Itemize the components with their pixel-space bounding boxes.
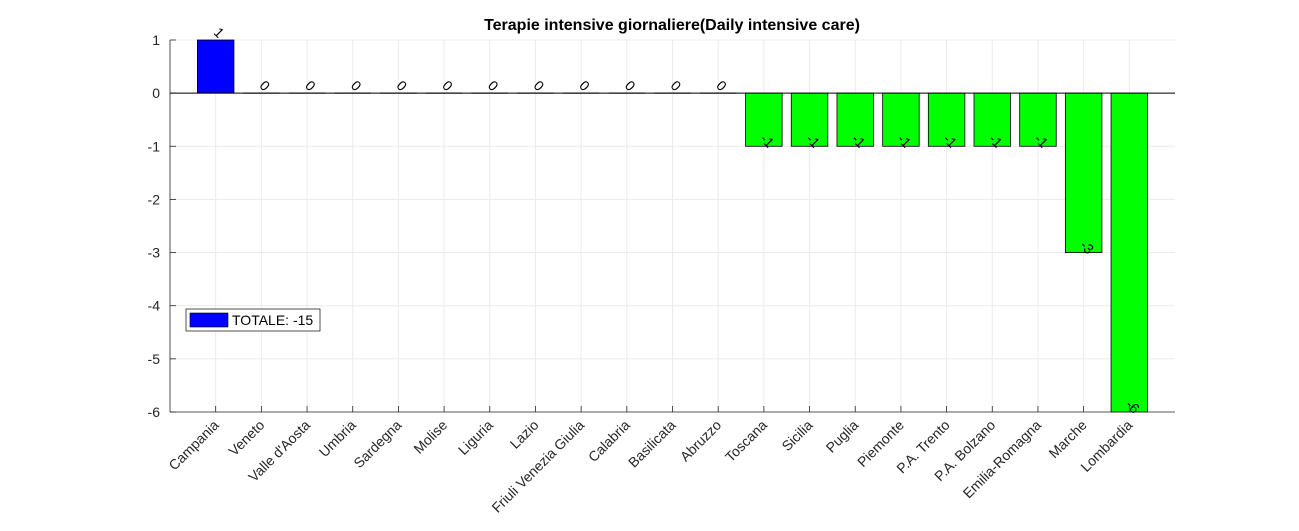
x-tick-label: Sicilia <box>778 417 815 454</box>
x-tick-label: Liguria <box>455 417 496 458</box>
y-tick-label: 0 <box>152 85 160 101</box>
legend-swatch <box>189 312 229 328</box>
axes <box>169 39 1175 413</box>
x-tick-label: Molise <box>410 417 450 457</box>
bar <box>1064 92 1103 253</box>
bar <box>973 92 1011 147</box>
x-tick-label: Lazio <box>507 417 542 452</box>
x-tick-label: Abruzzo <box>677 417 725 465</box>
x-tick-label: Umbria <box>316 417 359 460</box>
legend-label: TOTALE: -15 <box>232 312 313 328</box>
legend: TOTALE: -15 <box>185 308 321 332</box>
bars <box>197 39 1148 413</box>
bar <box>1110 92 1148 413</box>
y-tick-label: -3 <box>148 245 161 261</box>
x-tick-label: Basilicata <box>625 417 679 471</box>
y-tick-label: 1 <box>152 32 160 48</box>
bar <box>836 92 874 147</box>
y-tick-label: -6 <box>148 404 161 420</box>
x-tick-label: Campania <box>165 417 222 474</box>
bar <box>197 39 235 94</box>
y-tick-label: -2 <box>148 191 161 207</box>
x-tick-label: Emilia-Romagna <box>960 417 1045 502</box>
bar <box>745 92 783 147</box>
x-tick-label: Puglia <box>823 417 862 456</box>
x-tick-label: Toscana <box>722 417 770 465</box>
x-tick-label: Sardegna <box>350 417 404 471</box>
chart-title: Terapie intensive giornaliere(Daily inte… <box>484 17 860 34</box>
y-tick-label: -1 <box>148 138 161 154</box>
bar <box>927 92 966 147</box>
data-label: 1 <box>211 24 228 41</box>
x-tick-label: Veneto <box>225 417 267 459</box>
y-tick-label: -4 <box>148 298 161 314</box>
x-tick-label: Marche <box>1045 417 1089 461</box>
bar <box>1019 92 1057 147</box>
bar <box>790 92 829 147</box>
y-tick-label: -5 <box>148 351 161 367</box>
